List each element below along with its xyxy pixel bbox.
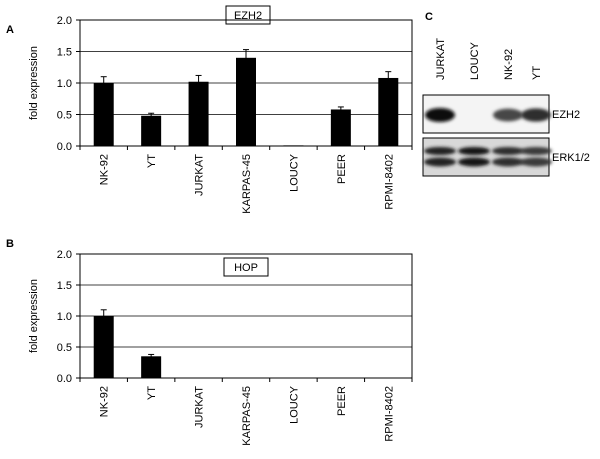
chart-b-plot-frame [79, 253, 413, 379]
category-label-nk-92: NK-92 [99, 154, 111, 185]
category-label-jurkat: JURKAT [194, 154, 206, 196]
blot-band [521, 108, 551, 122]
blot-band [424, 157, 456, 167]
chart-a-plot-frame [79, 19, 413, 147]
category-label-loucy: LOUCY [288, 153, 300, 192]
chart-a-yticks: 0.0 0.5 1.0 1.5 2.0 [57, 15, 80, 153]
error-bar-rpmi-8402 [385, 71, 392, 85]
category-label-karpas-45: KARPAS-45 [241, 386, 253, 446]
chart-b: HOP fold expression 0.0 0.5 1.0 1.5 2.0 NK-9… [28, 249, 413, 446]
error-bar-jurkat [195, 74, 202, 89]
blot-band [520, 157, 552, 167]
bar-nk-92 [93, 316, 114, 378]
chart-b-ylabel: fold expression [28, 279, 40, 353]
category-label-yt: YT [146, 154, 158, 168]
bar-peer [330, 109, 351, 146]
bar-yt [141, 356, 162, 378]
y-tick-label: 0.5 [57, 110, 72, 122]
error-bar-nk-92 [100, 76, 107, 90]
chart-a-title: EZH2 [234, 10, 262, 22]
category-label-jurkat: JURKAT [194, 386, 206, 428]
panel-letter-a: A [6, 24, 14, 36]
y-tick-label: 2.0 [57, 249, 72, 261]
chart-b-gridlines [80, 284, 412, 348]
chart-b-title-box [223, 257, 269, 277]
chart-a-ylabel: fold expression [28, 46, 40, 120]
bar-rpmi-8402 [378, 77, 399, 146]
bar-jurkat [188, 81, 209, 146]
blot-lane-label-loucy: LOUCY [469, 41, 481, 80]
category-label-rpmi-8402: RPMI-8402 [383, 154, 395, 210]
chart-b-category-labels: NK-92 YT JURKAT KARPAS-45 LOUCY PEER RPMI-8402 [79, 378, 413, 446]
blot-band [424, 147, 456, 155]
blot-row-label: ERK1/2 [552, 152, 590, 164]
blot-lane-labels: JURKAT LOUCY NK-92 YT [435, 38, 543, 80]
chart-b-yticks: 0.0 0.5 1.0 1.5 2.0 [57, 249, 80, 385]
category-label-loucy: LOUCY [288, 385, 300, 424]
error-bar-yt [148, 112, 155, 119]
panel-letter-b: B [6, 238, 14, 250]
blot-row-ezh2: EZH2 [422, 94, 580, 134]
category-label-yt: YT [146, 386, 158, 400]
blot-membrane [422, 137, 550, 177]
category-label-peer: PEER [336, 386, 348, 416]
bar-karpas-45 [236, 57, 256, 146]
y-tick-label: 1.0 [57, 311, 72, 323]
blot-row-label: EZH2 [552, 109, 580, 121]
chart-b-error-bars [100, 309, 155, 359]
category-label-rpmi-8402: RPMI-8402 [383, 386, 395, 442]
chart-a-category-labels: NK-92 YT JURKAT KARPAS-45 LOUCY PEER RPMI-8402 [79, 146, 413, 214]
blot-band [425, 108, 455, 122]
error-bar-nk-92 [100, 309, 107, 323]
y-tick-label: 1.0 [57, 78, 72, 90]
category-label-karpas-45: KARPAS-45 [241, 154, 253, 214]
bar-nk-92 [93, 83, 114, 146]
error-bar-karpas-45 [243, 49, 249, 66]
y-tick-label: 0.0 [57, 141, 72, 153]
y-tick-label: 0.5 [57, 342, 72, 354]
blot-lane-label-yt: YT [531, 66, 543, 80]
y-tick-label: 1.5 [57, 47, 72, 59]
blot-band [520, 147, 552, 155]
blot-band [493, 108, 523, 122]
blot-band [458, 147, 490, 155]
chart-b-bars [93, 316, 162, 378]
chart-a: EZH2 fold expression 0.0 0.5 1.0 1.5 2.0 NK-… [28, 5, 413, 214]
blot-row-erk1-2: ERK1/2 [422, 137, 590, 177]
western-blot: JURKAT LOUCY NK-92 YT EZH2 ERK1/2 [422, 38, 590, 177]
panel-letter-c: C [425, 11, 433, 23]
blot-band [492, 147, 524, 155]
category-label-nk-92: NK-92 [99, 386, 111, 417]
blot-rows: EZH2 ERK1/2 [422, 94, 590, 177]
error-bar-peer [337, 106, 344, 112]
blot-band [492, 157, 524, 167]
y-tick-label: 0.0 [57, 373, 72, 385]
category-label-peer: PEER [336, 154, 348, 184]
error-bar-yt [148, 353, 155, 359]
bar-yt [141, 115, 162, 146]
blot-lane-label-jurkat: JURKAT [435, 38, 447, 80]
y-tick-label: 1.5 [57, 280, 72, 292]
chart-a-error-bars [100, 49, 392, 119]
y-tick-label: 2.0 [57, 15, 72, 27]
blot-lane-label-nk-92: NK-92 [503, 49, 515, 80]
blot-band [458, 157, 490, 167]
chart-a-bars [93, 57, 399, 146]
chart-b-title: HOP [234, 262, 258, 274]
